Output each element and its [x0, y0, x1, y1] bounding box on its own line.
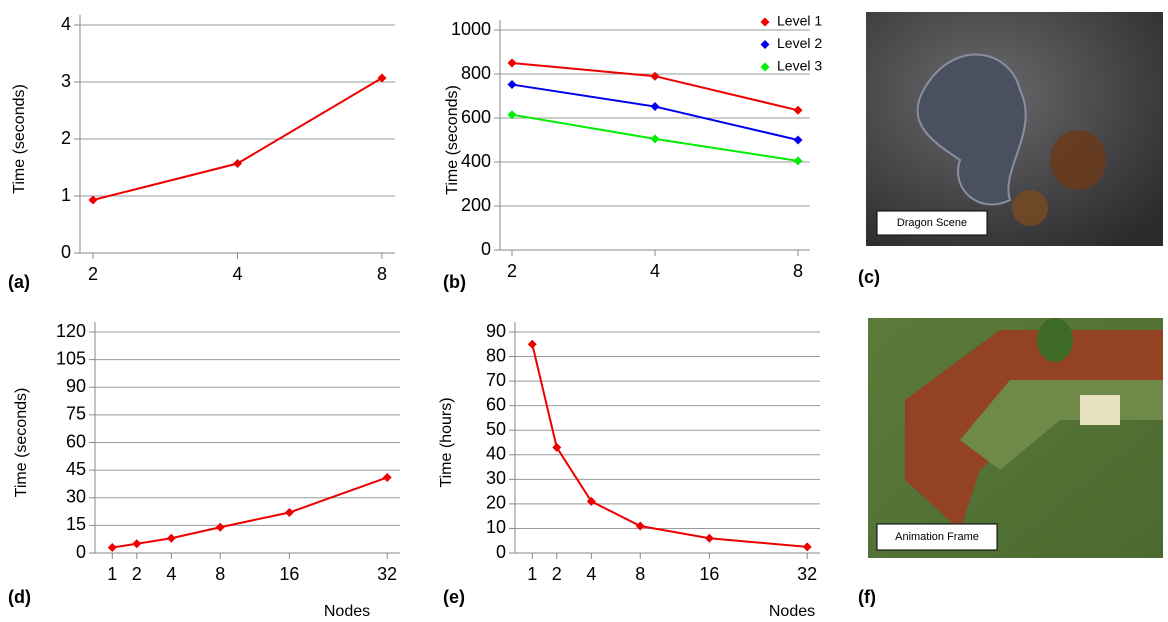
- y-tick-label: 70: [486, 370, 506, 390]
- data-point: [132, 539, 142, 549]
- y-tick-label: 0: [61, 242, 71, 262]
- data-point: [382, 472, 392, 482]
- y-tick-label: 1: [61, 185, 71, 205]
- y-tick-label: 90: [66, 376, 86, 396]
- x-tick-label: 2: [88, 264, 98, 284]
- x-tick-label: 4: [650, 261, 660, 281]
- data-point: [586, 496, 596, 506]
- x-tick-label: 32: [797, 564, 817, 584]
- dragon-image: Dragon Scene: [866, 12, 1163, 246]
- y-tick-label: 10: [486, 517, 506, 537]
- data-point: [215, 522, 225, 532]
- y-tick-label: 20: [486, 493, 506, 513]
- y-tick-label: 0: [481, 239, 491, 259]
- panel-label: (c): [858, 267, 880, 287]
- x-tick-label: 2: [132, 564, 142, 584]
- x-tick-label: 2: [507, 261, 517, 281]
- data-point: [284, 507, 294, 517]
- y-tick-label: 2: [61, 128, 71, 148]
- y-tick-label: 200: [461, 195, 491, 215]
- data-point: [650, 71, 660, 81]
- y-tick-label: 50: [486, 419, 506, 439]
- y-tick-label: 90: [486, 321, 506, 341]
- x-tick-label: 4: [586, 564, 596, 584]
- legend-marker: [760, 40, 770, 49]
- y-tick-label: 75: [66, 404, 86, 424]
- x-tick-label: 8: [215, 564, 225, 584]
- panel-label: (a): [8, 272, 30, 292]
- y-tick-label: 15: [66, 514, 86, 534]
- y-axis-title: Time (seconds): [13, 388, 30, 498]
- y-tick-label: 800: [461, 63, 491, 83]
- y-tick-label: 4: [61, 14, 71, 34]
- data-point: [793, 156, 803, 166]
- legend-marker: [760, 17, 770, 27]
- x-tick-label: 8: [377, 264, 387, 284]
- panel-label: (b): [443, 272, 466, 292]
- y-tick-label: 45: [66, 459, 86, 479]
- data-point: [650, 102, 660, 112]
- data-point: [793, 135, 803, 145]
- villa-image: Animation Frame: [868, 318, 1163, 558]
- y-tick-label: 40: [486, 444, 506, 464]
- data-point: [377, 73, 387, 83]
- series-line: [112, 476, 388, 549]
- x-axis-title: Nodes: [769, 603, 815, 620]
- series-line: [511, 83, 799, 141]
- x-tick-label: 16: [699, 564, 719, 584]
- x-tick-label: 2: [552, 564, 562, 584]
- y-tick-label: 1000: [451, 19, 491, 39]
- x-tick-label: 16: [279, 564, 299, 584]
- y-tick-label: 105: [56, 348, 86, 368]
- y-tick-label: 80: [486, 345, 506, 365]
- y-tick-label: 120: [56, 321, 86, 341]
- data-point: [107, 542, 117, 552]
- x-axis-title: Nodes: [324, 603, 370, 620]
- y-axis-title: Time (seconds): [444, 85, 461, 195]
- legend-label: Level 1: [777, 13, 822, 29]
- x-tick-label: 32: [377, 564, 397, 584]
- data-point: [527, 339, 537, 349]
- data-point: [793, 105, 803, 115]
- data-point: [233, 159, 242, 169]
- y-tick-label: 400: [461, 151, 491, 171]
- image-caption: Animation Frame: [895, 531, 979, 543]
- x-tick-label: 8: [793, 261, 803, 281]
- panel-label: (e): [443, 587, 465, 607]
- y-tick-label: 0: [76, 542, 86, 562]
- x-tick-label: 1: [527, 564, 537, 584]
- data-point: [704, 533, 714, 543]
- panel-label: (f): [858, 587, 876, 607]
- data-point: [507, 80, 517, 90]
- legend-label: Level 2: [777, 35, 822, 51]
- data-point: [507, 110, 517, 120]
- y-axis-title: Time (seconds): [11, 84, 28, 194]
- data-point: [635, 521, 645, 531]
- series-line: [531, 344, 808, 548]
- y-axis-title: Time (hours): [438, 397, 455, 487]
- y-tick-label: 30: [66, 487, 86, 507]
- panel-label: (d): [8, 587, 31, 607]
- x-tick-label: 8: [635, 564, 645, 584]
- data-point: [552, 442, 562, 452]
- data-point: [802, 542, 812, 552]
- y-tick-label: 60: [486, 394, 506, 414]
- image-caption: Dragon Scene: [897, 217, 967, 229]
- data-point: [88, 195, 98, 205]
- data-point: [507, 58, 517, 68]
- x-tick-label: 1: [107, 564, 117, 584]
- y-tick-label: 600: [461, 107, 491, 127]
- y-tick-label: 3: [61, 71, 71, 91]
- x-tick-label: 4: [166, 564, 176, 584]
- data-point: [166, 533, 176, 543]
- x-tick-label: 4: [232, 264, 242, 284]
- y-tick-label: 60: [66, 431, 86, 451]
- data-point: [650, 134, 660, 144]
- legend-marker: [760, 62, 770, 72]
- y-tick-label: 30: [486, 468, 506, 488]
- y-tick-label: 0: [496, 542, 506, 562]
- legend-label: Level 3: [777, 58, 822, 74]
